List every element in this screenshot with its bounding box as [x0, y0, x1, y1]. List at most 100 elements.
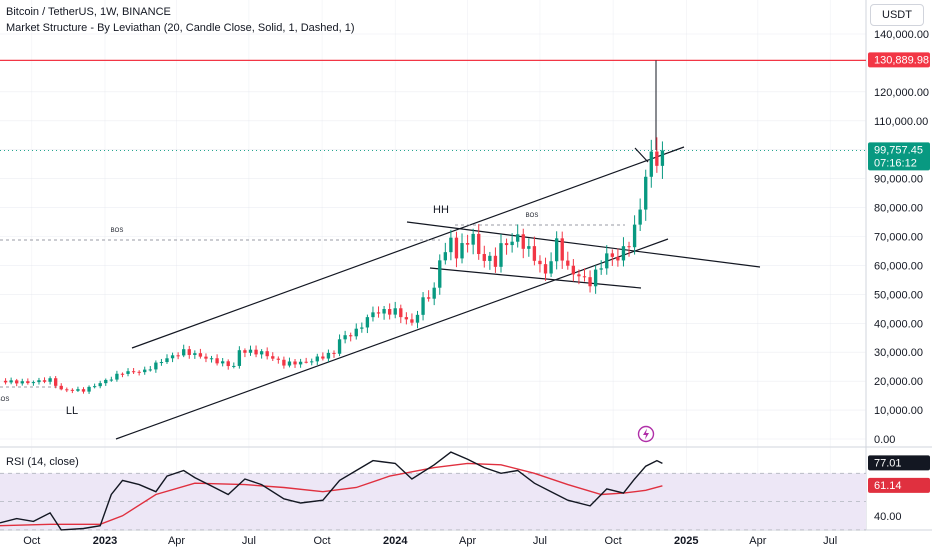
candle — [387, 303, 392, 320]
candle — [70, 388, 75, 394]
candle — [610, 249, 614, 266]
candle — [104, 378, 108, 386]
candle — [315, 353, 319, 366]
candle — [438, 254, 442, 295]
candle — [543, 257, 548, 281]
y-tick-label: 120,000.00 — [874, 87, 929, 99]
price-axis: 140,000.00120,000.00110,000.00100,000.00… — [874, 29, 929, 523]
ll-label: LL — [66, 405, 78, 417]
y-tick-label: 70,000.00 — [874, 232, 923, 244]
candle — [92, 383, 97, 389]
candle — [365, 314, 370, 334]
candle — [415, 310, 420, 329]
candle — [109, 376, 114, 382]
candle — [354, 323, 358, 340]
candle — [87, 385, 91, 394]
candle — [98, 380, 102, 389]
candle — [504, 238, 509, 255]
candle — [465, 234, 470, 253]
candle — [371, 306, 375, 322]
candle — [31, 380, 36, 386]
y-tick-label: 90,000.00 — [874, 174, 923, 186]
candle — [298, 358, 303, 368]
x-tick-label: 2024 — [383, 535, 408, 547]
x-tick-label: Apr — [168, 535, 185, 547]
x-tick-label: Oct — [23, 535, 40, 547]
candle — [571, 259, 576, 282]
candle — [154, 360, 158, 373]
candle — [20, 378, 24, 386]
svg-text:130,889.98: 130,889.98 — [874, 54, 929, 66]
indicator-legend[interactable]: Market Structure - By Leviathan (20, Can… — [6, 22, 355, 34]
candle — [254, 345, 258, 358]
candle — [649, 139, 653, 188]
candle — [232, 362, 236, 369]
candle — [593, 265, 598, 294]
candle — [65, 387, 69, 393]
y-tick-label: 0.00 — [874, 434, 895, 446]
candle — [588, 270, 592, 293]
y-tick-label: 30,000.00 — [874, 347, 923, 359]
candle — [26, 378, 30, 385]
candle — [532, 236, 537, 266]
candle — [638, 198, 642, 232]
candle — [399, 304, 403, 324]
y-tick-label: 20,000.00 — [874, 376, 923, 388]
candle — [454, 231, 459, 268]
candle — [499, 233, 503, 273]
candle — [493, 247, 498, 273]
candle — [560, 231, 564, 269]
rsi-legend[interactable]: RSI (14, close) — [6, 456, 79, 468]
market-structure-overlays: HH LL BOS BOS BOS — [0, 59, 866, 440]
y-tick-label: 50,000.00 — [874, 289, 923, 301]
candle — [198, 348, 203, 359]
candle — [182, 344, 186, 358]
rsi-value-tag: 77.01 — [868, 455, 930, 471]
x-tick-label: 2025 — [674, 535, 698, 547]
candle — [644, 169, 648, 221]
candle — [220, 358, 225, 367]
lightning-icon[interactable] — [637, 425, 655, 443]
candle — [37, 377, 41, 385]
candle — [521, 228, 525, 259]
candle — [193, 350, 197, 359]
rsi-line — [0, 451, 663, 531]
candle — [159, 358, 164, 366]
symbol-title[interactable]: Bitcoin / TetherUS, 1W, BINANCE — [6, 6, 171, 18]
candle — [449, 229, 453, 261]
candle — [538, 255, 542, 273]
x-tick-label: Jul — [823, 535, 837, 547]
level-price-tag: 130,889.98 — [868, 52, 930, 68]
candle — [360, 322, 364, 333]
candle — [566, 251, 570, 270]
x-tick-label: Apr — [749, 535, 766, 547]
candle — [53, 376, 58, 389]
candle — [304, 357, 308, 364]
candle — [527, 238, 531, 257]
candle — [421, 292, 425, 321]
x-tick-label: Jul — [242, 535, 256, 547]
candle — [349, 332, 353, 342]
currency-button[interactable]: USDT — [870, 4, 924, 26]
candle — [510, 233, 514, 253]
candle — [176, 352, 180, 360]
triangle-lower-line — [429, 267, 642, 289]
candle — [404, 312, 409, 325]
candle — [287, 357, 292, 368]
hh-label: HH — [433, 204, 449, 216]
rsi-ma-line — [0, 462, 663, 527]
candle — [215, 354, 219, 366]
candle — [655, 137, 659, 173]
channel-lower-line — [115, 238, 669, 440]
candle — [432, 282, 436, 306]
candle — [443, 242, 447, 265]
x-tick-label: 2023 — [93, 535, 117, 547]
svg-text:99,757.45: 99,757.45 — [874, 144, 923, 156]
candle — [410, 313, 414, 326]
candle — [243, 348, 247, 358]
candle — [3, 378, 8, 385]
candle — [126, 368, 130, 377]
